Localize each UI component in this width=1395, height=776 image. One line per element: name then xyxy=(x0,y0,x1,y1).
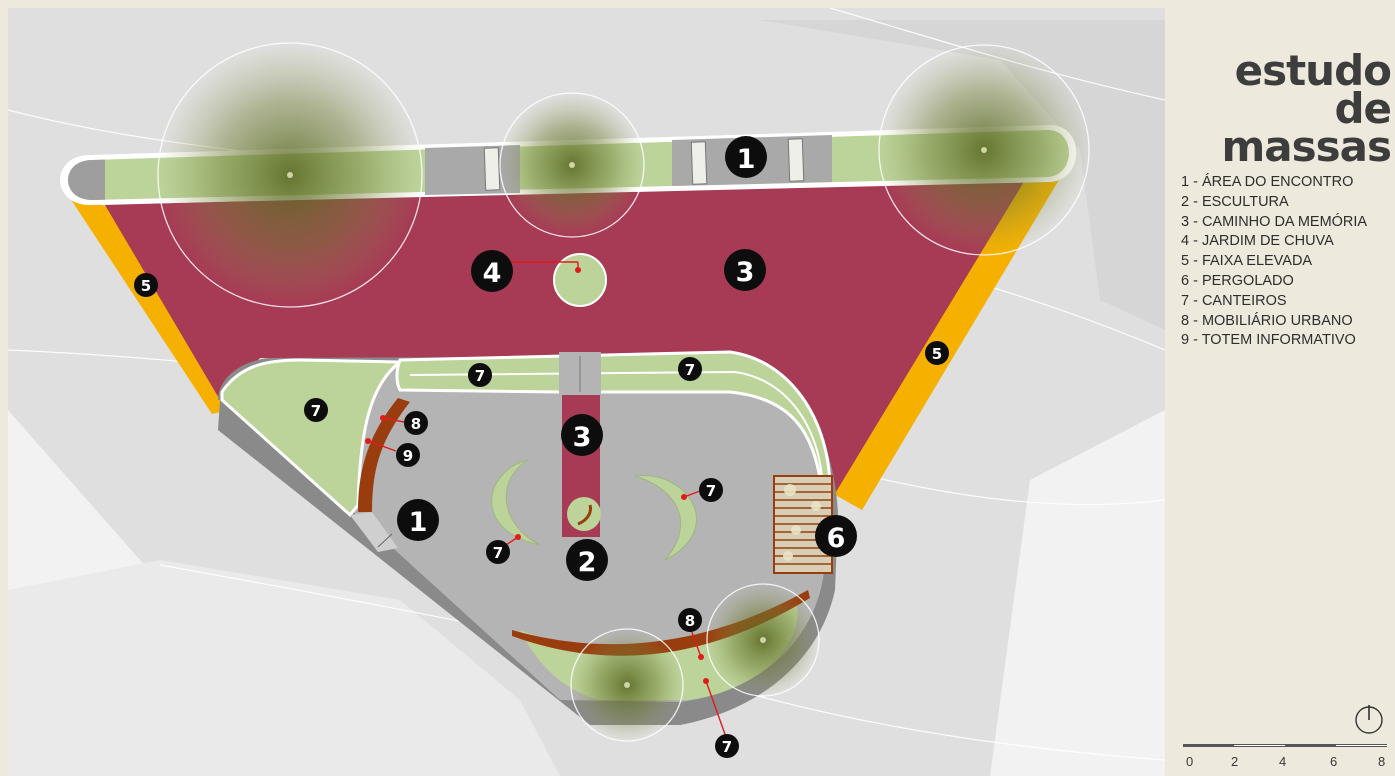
raised-crossing-left xyxy=(70,198,238,414)
raised-crossing-right xyxy=(830,178,1060,510)
site-plan-map: 1 1 2 3 3 4 6 5 5 7 7 7 7 7 7 8 8 xyxy=(8,8,1165,776)
planter-crescent-left xyxy=(491,459,541,546)
north-arrow-icon xyxy=(1355,705,1383,734)
legend-list: 1 - ÁREA DO ENCONTRO 2 - ESCULTURA 3 - C… xyxy=(1181,173,1367,351)
bench-block xyxy=(483,147,501,191)
meeting-area-end xyxy=(68,159,105,200)
badge-7-top-left: 7 xyxy=(468,363,492,387)
badge-label: 7 xyxy=(706,482,716,500)
badge-label: 2 xyxy=(578,547,597,578)
scale-tick: 2 xyxy=(1231,754,1239,769)
scale-segment xyxy=(1285,744,1336,747)
badge-7-crescent-right: 7 xyxy=(699,478,723,502)
badge-1-top: 1 xyxy=(725,136,767,178)
badge-2: 2 xyxy=(566,539,608,581)
badge-4: 4 xyxy=(471,250,513,292)
badge-label: 7 xyxy=(722,738,732,756)
title-line-2: massas xyxy=(1221,122,1392,171)
badge-7-left: 7 xyxy=(304,398,328,422)
badge-label: 5 xyxy=(141,277,151,295)
badge-7-top-right: 7 xyxy=(678,357,702,381)
badge-label: 9 xyxy=(403,447,413,465)
planter-left xyxy=(220,358,405,518)
planter-top-arc xyxy=(395,350,832,494)
entrance-ramp xyxy=(350,512,398,552)
badge-label: 7 xyxy=(311,402,321,420)
badge-3-main: 3 xyxy=(724,249,766,291)
badge-7-bottom: 7 xyxy=(715,734,739,758)
badge-6: 6 xyxy=(815,515,857,557)
badge-label: 7 xyxy=(475,367,485,385)
rain-garden xyxy=(553,253,607,307)
scale-segment xyxy=(1183,744,1234,747)
badge-8-left: 8 xyxy=(404,411,428,435)
badge-5-left: 5 xyxy=(134,273,158,297)
sculpture xyxy=(577,504,592,526)
badge-label: 5 xyxy=(932,345,942,363)
leader-dots xyxy=(365,267,709,684)
legend-item: 7 - CANTEIROS xyxy=(1181,292,1287,309)
scale-segment xyxy=(1234,744,1285,747)
badge-label: 1 xyxy=(409,507,428,538)
legend-item: 9 - TOTEM INFORMATIVO xyxy=(1181,332,1356,349)
legend-item: 1 - ÁREA DO ENCONTRO xyxy=(1181,174,1354,190)
badge-1-entrance: 1 xyxy=(397,499,439,541)
scale-tick: 8 xyxy=(1378,754,1386,769)
tree-canopy xyxy=(157,42,423,308)
sidewalk-right xyxy=(990,410,1165,776)
tree-canopy xyxy=(499,92,645,238)
scale-bar: 0 2 4 6 8 xyxy=(1183,744,1387,772)
badge-label: 4 xyxy=(483,258,502,289)
badge-5-right: 5 xyxy=(925,341,949,365)
legend-panel: estudo de massas 1 - ÁREA DO ENCONTRO 2 … xyxy=(1165,0,1395,776)
badge-7-crescent-left: 7 xyxy=(486,540,510,564)
title-line-1: estudo de xyxy=(1234,46,1392,133)
bench-left xyxy=(358,398,410,512)
badge-8-bottom: 8 xyxy=(678,608,702,632)
badge-9: 9 xyxy=(396,443,420,467)
badge-3-path: 3 xyxy=(561,414,603,456)
tree-canopy xyxy=(706,583,820,697)
legend-item: 5 - FAIXA ELEVADA xyxy=(1181,253,1313,270)
scale-segment xyxy=(1336,744,1387,747)
badge-label: 8 xyxy=(685,612,695,630)
bench-block xyxy=(690,141,708,185)
badge-label: 3 xyxy=(573,422,592,453)
tree-canopy xyxy=(878,44,1090,256)
legend-item: 6 - PERGOLADO xyxy=(1181,272,1294,289)
badge-label: 3 xyxy=(736,257,755,288)
legend-item: 4 - JARDIM DE CHUVA xyxy=(1181,233,1334,250)
planter-stripe xyxy=(409,370,823,479)
legend-item: 2 - ESCULTURA xyxy=(1181,193,1289,210)
scale-tick: 0 xyxy=(1186,754,1194,769)
scale-tick: 6 xyxy=(1330,754,1338,769)
arrow-icon xyxy=(377,533,393,548)
bench-block xyxy=(787,138,805,182)
tree-canopy xyxy=(570,628,684,742)
block-bottom-left xyxy=(8,560,560,776)
legend-item: 3 - CAMINHO DA MEMÓRIA xyxy=(1181,213,1368,230)
legend-item: 8 - MOBILIÁRIO URBANO xyxy=(1181,312,1353,329)
sculpture-base xyxy=(567,497,601,531)
badge-label: 6 xyxy=(827,523,846,554)
badge-label: 1 xyxy=(737,144,756,175)
badge-label: 8 xyxy=(411,415,421,433)
badge-label: 7 xyxy=(685,361,695,379)
scale-tick: 4 xyxy=(1279,754,1287,769)
badge-label: 7 xyxy=(493,544,503,562)
page-title: estudo de massas xyxy=(1165,46,1392,171)
